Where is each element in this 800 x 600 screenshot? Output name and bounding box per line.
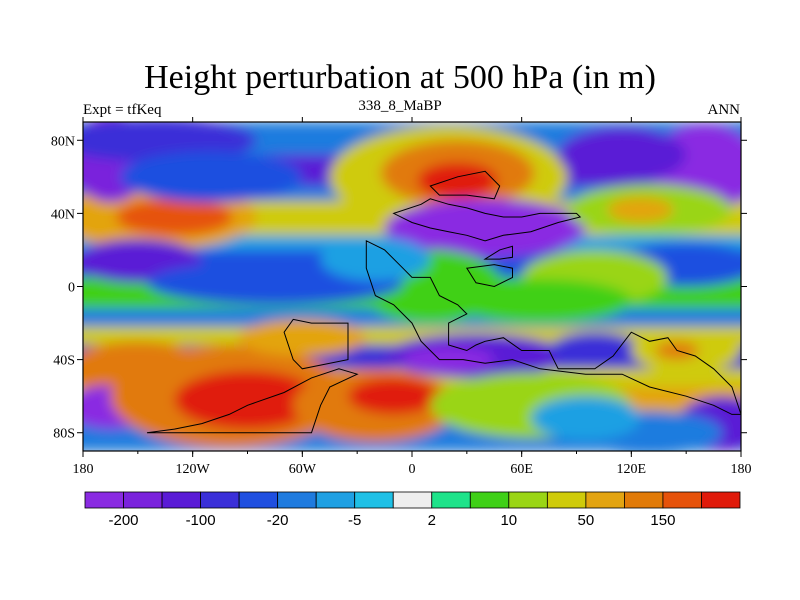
continent-outlines <box>146 170 741 434</box>
x-tick-label: 180 <box>73 462 94 477</box>
subtitle-label: 338_8_MaBP <box>358 98 442 114</box>
colorbar-box <box>354 491 394 509</box>
x-tick-label: 60E <box>510 462 533 477</box>
colorbar-box <box>200 491 240 509</box>
colorbar-box <box>431 491 471 509</box>
continent-outline <box>365 239 741 415</box>
continent-outline <box>429 170 501 200</box>
x-tick-label: 120W <box>176 462 211 477</box>
field-contour <box>238 319 367 356</box>
y-tick-label: 40S <box>53 354 75 369</box>
colorbar-box <box>585 491 625 509</box>
colorbar-label: 50 <box>578 512 595 529</box>
field-contour <box>115 198 233 236</box>
field-contour <box>119 151 303 203</box>
colorbar-box <box>84 491 124 509</box>
colorbar-label: -5 <box>348 512 361 529</box>
continent-outline <box>483 245 513 260</box>
continent-outline <box>283 318 349 370</box>
continent-outline <box>146 368 359 434</box>
colorbar-box <box>277 491 317 509</box>
field-contour <box>558 127 687 183</box>
colorbar-box <box>469 491 510 509</box>
field-contour <box>530 396 641 441</box>
field-contour <box>607 196 674 223</box>
field-contour <box>348 377 440 415</box>
continent-outline <box>392 198 582 242</box>
colorbar: -200 -100 -20 -5 2 10 50 150 <box>84 491 741 529</box>
colorbar-box <box>701 491 741 509</box>
colorbar-box <box>624 491 664 509</box>
x-tick-label: 60W <box>289 462 317 477</box>
y-tick-label: 80S <box>53 427 75 442</box>
field-contour <box>174 370 321 430</box>
x-tick-label: 180 <box>731 462 752 477</box>
y-tick-label: 80N <box>51 134 75 149</box>
colorbar-label: 2 <box>428 512 436 529</box>
page-title: Height perturbation at 500 hPa (in m) <box>144 59 656 96</box>
colorbar-box <box>238 491 279 509</box>
colorbar-box <box>546 491 587 509</box>
colorbar-box <box>161 491 201 509</box>
experiment-label: Expt = tfKeq <box>83 102 162 118</box>
field-contour <box>417 162 498 199</box>
field-contour <box>549 332 641 369</box>
y-tick-label: 40N <box>51 207 75 222</box>
season-label: ANN <box>707 102 741 118</box>
colorbar-box <box>315 491 356 509</box>
continent-outline <box>465 264 513 288</box>
field-contour <box>475 211 550 234</box>
colorbar-label: -200 <box>109 512 139 529</box>
map-axis-ticks: 180 120W 60W 0 60E 120E 180 80N 40N 0 40S 80S <box>51 117 752 477</box>
height-field <box>83 122 741 451</box>
colorbar-label: 150 <box>650 512 675 529</box>
colorbar-label: 10 <box>500 512 517 529</box>
colorbar-label: -100 <box>186 512 216 529</box>
colorbar-box <box>662 491 702 509</box>
colorbar-box <box>123 491 163 509</box>
y-tick-label: 0 <box>68 281 75 296</box>
colorbar-box <box>392 491 433 509</box>
colorbar-box <box>508 491 548 509</box>
colorbar-label: -20 <box>267 512 289 529</box>
field-contour <box>320 237 431 282</box>
x-tick-label: 0 <box>409 462 416 477</box>
x-tick-label: 120E <box>617 462 647 477</box>
map-plot-area <box>82 121 742 452</box>
